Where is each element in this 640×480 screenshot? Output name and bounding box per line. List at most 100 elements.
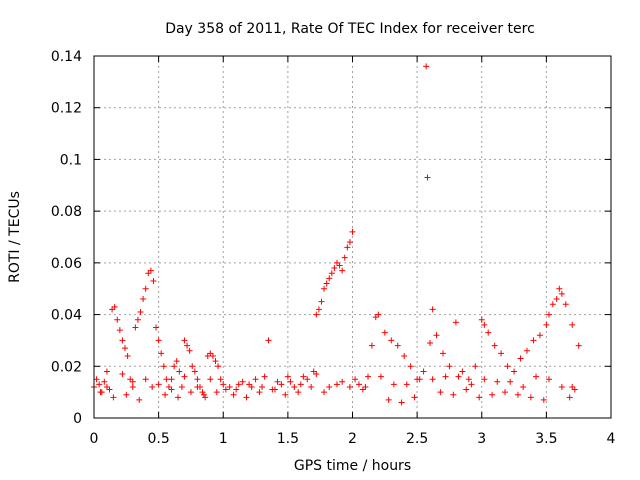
x-tick-label: 2.5 <box>406 431 428 447</box>
data-point <box>199 389 206 396</box>
data-point <box>282 391 289 398</box>
data-point <box>313 311 320 318</box>
data-point <box>452 319 459 326</box>
data-point <box>230 391 237 398</box>
data-point <box>134 316 141 323</box>
data-point <box>455 373 462 380</box>
data-point <box>368 342 375 349</box>
data-point <box>375 311 382 318</box>
data-point <box>191 368 198 375</box>
data-point <box>119 337 126 344</box>
data-point <box>365 373 372 380</box>
data-point <box>162 391 169 398</box>
data-point <box>545 376 552 383</box>
data-point <box>553 296 560 303</box>
data-point <box>545 311 552 318</box>
data-point <box>476 394 483 401</box>
data-point <box>401 352 408 359</box>
data-point <box>429 306 436 313</box>
x-tick-labels: 0 0.5 1 1.5 2 2.5 3 3.5 4 <box>90 431 616 447</box>
data-point <box>315 306 322 313</box>
data-point <box>274 378 281 385</box>
data-point <box>333 381 340 388</box>
data-point <box>259 383 266 390</box>
data-point <box>540 396 547 403</box>
data-point <box>150 277 157 284</box>
data-point <box>407 363 414 370</box>
data-point <box>321 285 328 292</box>
data-point <box>147 267 154 274</box>
data-point <box>543 321 550 328</box>
y-axis-label: ROTI / TECUs <box>7 191 23 283</box>
data-point <box>213 389 220 396</box>
data-point <box>468 381 475 388</box>
data-point <box>176 368 183 375</box>
data-point <box>136 396 143 403</box>
data-point <box>295 389 302 396</box>
data-point <box>106 386 113 393</box>
data-point <box>181 337 188 344</box>
data-point <box>533 373 540 380</box>
data-point <box>556 285 563 292</box>
data-point <box>153 324 160 331</box>
data-point <box>429 376 436 383</box>
data-point <box>571 386 578 393</box>
x-tick-label: 3 <box>477 431 486 447</box>
x-tick-label: 0 <box>90 431 99 447</box>
data-point <box>328 270 335 277</box>
data-point <box>416 376 423 383</box>
x-tick-label: 2 <box>348 431 357 447</box>
data-point <box>123 391 130 398</box>
data-point <box>385 396 392 403</box>
data-point <box>109 306 116 313</box>
y-tick-label: 0.1 <box>60 152 82 168</box>
data-point <box>142 376 149 383</box>
x-tick-label: 3.5 <box>535 431 557 447</box>
data-point <box>127 376 134 383</box>
data-point <box>300 373 307 380</box>
data-point <box>439 350 446 357</box>
data-point <box>398 399 405 406</box>
data-point <box>465 376 472 383</box>
data-point <box>566 394 573 401</box>
data-point <box>423 63 430 70</box>
data-point <box>119 371 126 378</box>
data-point <box>207 376 214 383</box>
data-point <box>339 378 346 385</box>
data-point <box>168 376 175 383</box>
data-point <box>194 383 201 390</box>
data-point <box>504 363 511 370</box>
data-point <box>388 337 395 344</box>
data-point <box>158 350 165 357</box>
data-point <box>424 174 431 181</box>
data-point <box>437 389 444 396</box>
data-point <box>252 376 259 383</box>
data-point <box>549 301 556 308</box>
data-point <box>527 394 534 401</box>
data-point <box>124 352 131 359</box>
data-point <box>411 394 418 401</box>
x-tick-label: 1.5 <box>277 431 299 447</box>
data-point <box>202 394 209 401</box>
data-point <box>226 383 233 390</box>
x-tick-label: 4 <box>607 431 616 447</box>
data-point <box>297 381 304 388</box>
data-point <box>178 383 185 390</box>
data-point <box>502 389 509 396</box>
data-point <box>349 228 356 235</box>
data-point <box>372 314 379 321</box>
data-point <box>173 358 180 365</box>
data-point <box>517 355 524 362</box>
data-point <box>390 381 397 388</box>
data-point <box>189 363 196 370</box>
y-tick-label: 0.08 <box>51 204 82 220</box>
data-point <box>433 332 440 339</box>
data-point <box>220 381 227 388</box>
y-tick-label: 0.02 <box>51 359 82 375</box>
data-point <box>318 298 325 305</box>
data-point <box>481 376 488 383</box>
data-point <box>326 383 333 390</box>
data-point <box>137 308 144 315</box>
